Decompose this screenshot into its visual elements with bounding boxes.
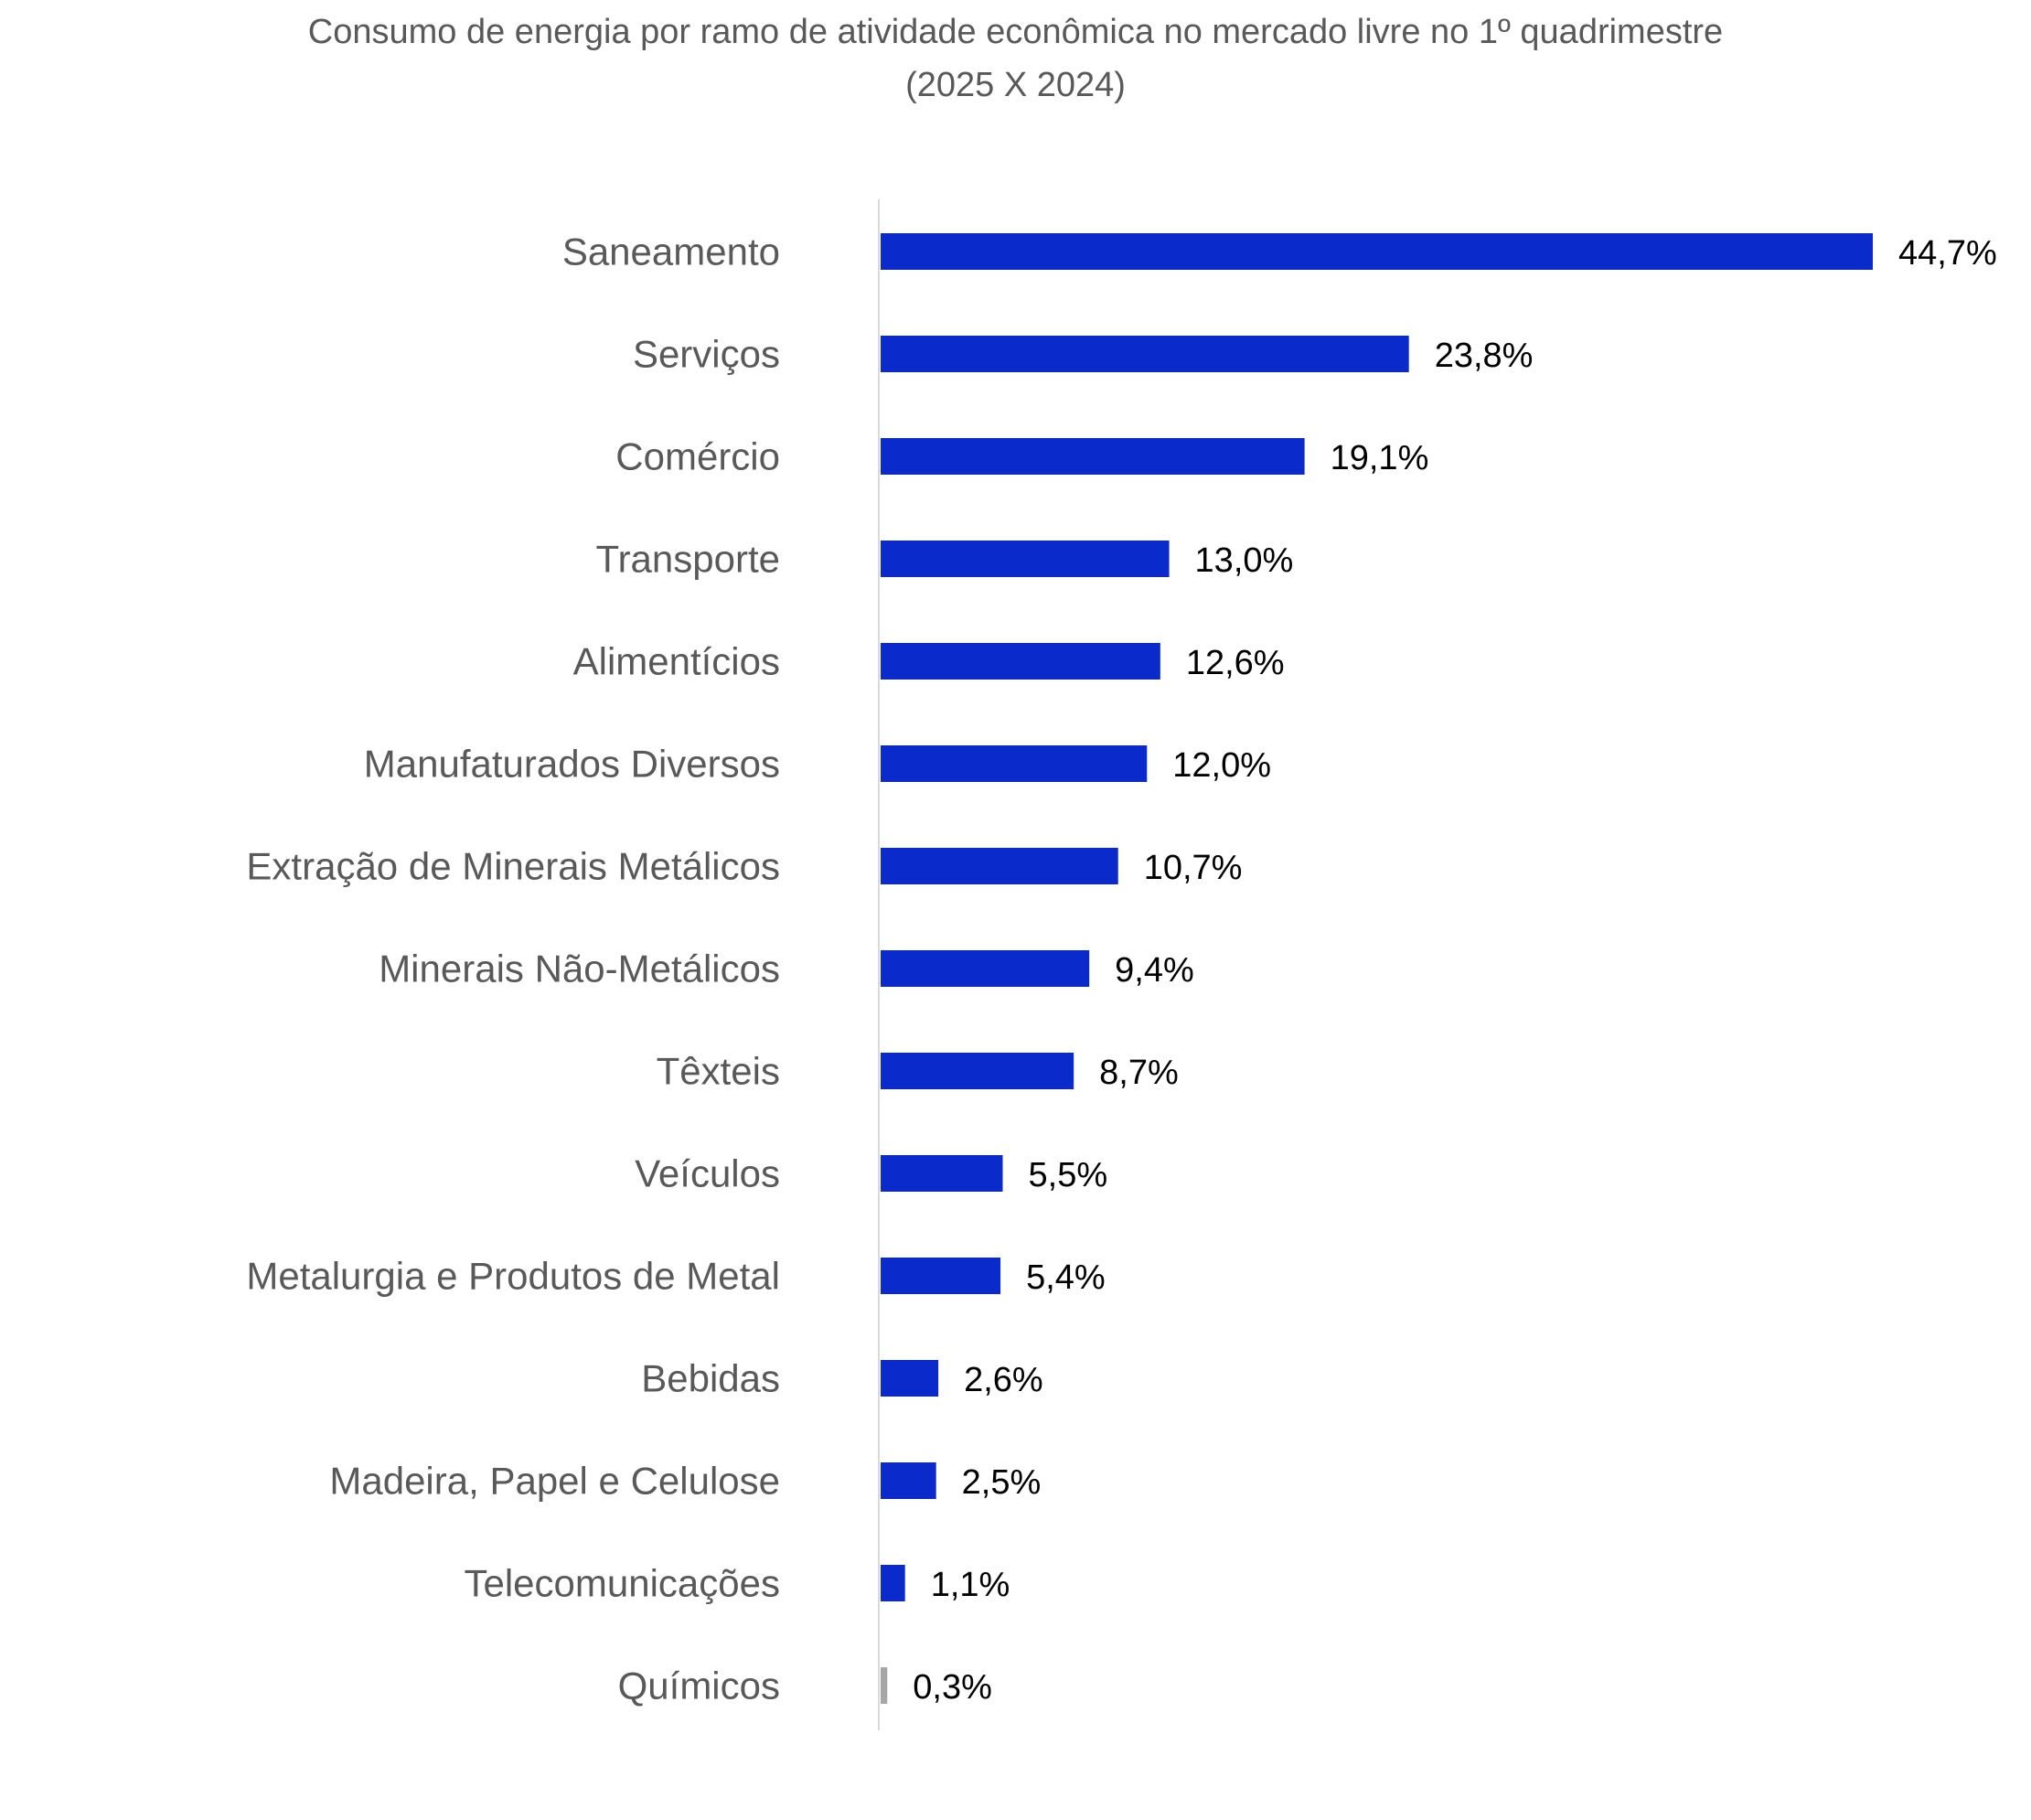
bar	[881, 745, 1148, 782]
bar	[881, 643, 1160, 680]
data-label: 1,1%	[931, 1566, 1010, 1604]
bar	[881, 1258, 1001, 1294]
chart-subtitle: (2025 X 2024)	[905, 66, 1126, 104]
category-label: Metalurgia e Produtos de Metal	[246, 1255, 780, 1298]
category-label: Saneamento	[562, 230, 780, 273]
bar	[881, 1053, 1074, 1089]
category-label: Serviços	[633, 333, 780, 376]
data-label: 12,0%	[1172, 746, 1271, 785]
bar	[881, 950, 1090, 987]
data-label: 23,8%	[1435, 337, 1534, 375]
bar	[881, 1462, 936, 1499]
category-label: Químicos	[618, 1665, 780, 1708]
category-label: Bebidas	[641, 1357, 780, 1400]
bar	[881, 1667, 888, 1704]
bar	[881, 848, 1118, 884]
bar	[881, 541, 1170, 577]
data-label: 13,0%	[1195, 541, 1294, 580]
category-label: Transporte	[595, 538, 780, 581]
category-label: Telecomunicações	[464, 1562, 780, 1605]
category-label: Alimentícios	[573, 640, 780, 683]
data-label: 8,7%	[1099, 1054, 1179, 1092]
data-label: 10,7%	[1144, 849, 1243, 887]
data-label: 2,6%	[964, 1361, 1043, 1399]
data-label: 12,6%	[1186, 644, 1285, 682]
bar	[881, 233, 1873, 270]
chart-title: Consumo de energia por ramo de atividade…	[307, 13, 1724, 51]
data-label: 0,3%	[913, 1668, 992, 1707]
category-label: Madeira, Papel e Celulose	[329, 1460, 780, 1503]
category-label: Extração de Minerais Metálicos	[246, 845, 780, 888]
category-label: Manufaturados Diversos	[364, 743, 780, 786]
category-label: Veículos	[635, 1152, 780, 1195]
data-label: 5,4%	[1026, 1258, 1106, 1297]
bar	[881, 336, 1409, 372]
bar	[881, 438, 1305, 475]
bar	[881, 1155, 1003, 1192]
bar	[881, 1360, 939, 1397]
data-label: 5,5%	[1029, 1156, 1108, 1194]
category-label: Comércio	[615, 435, 780, 478]
category-label: Têxteis	[657, 1050, 780, 1093]
bars-group: Saneamento 44,7% Serviços 23,8% Comércio 19,1…	[246, 230, 1996, 1708]
data-label: 19,1%	[1331, 439, 1429, 477]
data-label: 2,5%	[962, 1463, 1042, 1502]
category-label: Minerais Não-Metálicos	[379, 947, 780, 990]
data-label: 9,4%	[1115, 951, 1194, 990]
data-label: 44,7%	[1898, 234, 1997, 273]
bar	[881, 1565, 905, 1601]
